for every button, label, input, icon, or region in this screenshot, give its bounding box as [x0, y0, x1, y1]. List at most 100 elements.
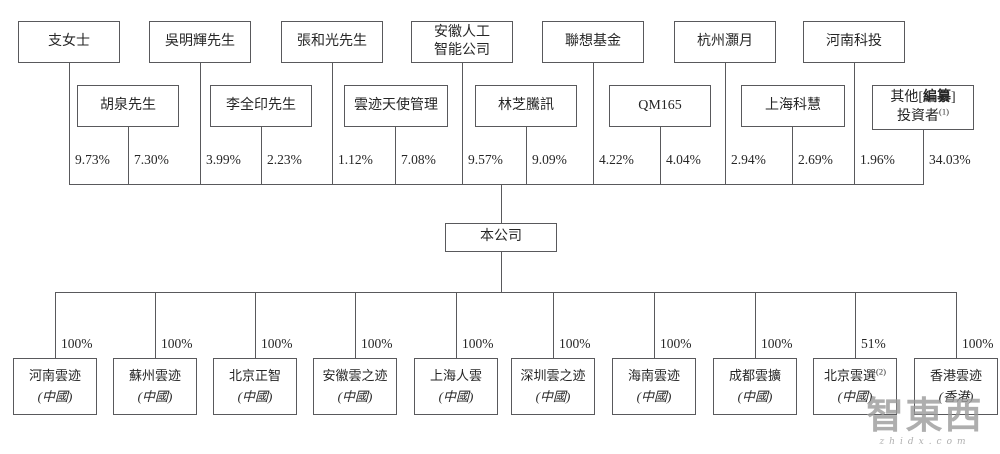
ownership-percent: 9.73% [75, 152, 110, 167]
connector-line [462, 63, 463, 184]
ownership-percent: 34.03% [929, 152, 971, 167]
connector-line [660, 127, 661, 184]
shareholder-name: 吳明輝先生 [165, 33, 235, 49]
shareholder-name: 上海科慧 [765, 97, 821, 113]
connector-line [395, 127, 396, 184]
subsidiary-name: 海南雲迹 [627, 368, 680, 384]
subsidiary-name: 蘇州雲迹 [128, 368, 181, 384]
subsidiary-name: 河南雲迹 [28, 368, 81, 384]
subsidiary-region: (香港) [938, 388, 974, 404]
ownership-percent: 100% [761, 336, 793, 351]
connector-line [55, 292, 56, 358]
ownership-percent: 100% [962, 336, 994, 351]
ownership-percent: 7.08% [401, 152, 436, 167]
subsidiary-box: 成都雲擴 (中國) [713, 358, 797, 415]
subsidiary-box: 深圳雲之迹 (中國) [511, 358, 595, 415]
subsidiary-box: 香港雲迹 (香港) [914, 358, 998, 415]
shareholder-box: 吳明輝先生 [149, 21, 251, 63]
subsidiary-region: (中國) [535, 388, 571, 404]
shareholder-box: 聯想基金 [542, 21, 644, 63]
subsidiary-name: 北京正智 [228, 368, 281, 384]
ownership-percent: 3.99% [206, 152, 241, 167]
connector-line [956, 292, 957, 358]
subsidiary-region: (中國) [438, 388, 474, 404]
ownership-percent: 100% [261, 336, 293, 351]
ownership-percent: 4.22% [599, 152, 634, 167]
shareholder-box: 其他[編纂] 投資者(1) [872, 85, 974, 130]
ownership-percent: 100% [660, 336, 692, 351]
subsidiary-box: 北京雲選(2) (中國) [813, 358, 897, 415]
subsidiary-box: 安徽雲之迹 (中國) [313, 358, 397, 415]
ownership-percent: 100% [61, 336, 93, 351]
subsidiary-region: (中國) [237, 388, 273, 404]
shareholder-box: 雲迹天使管理 [344, 85, 448, 127]
company-box: 本公司 [445, 223, 557, 252]
shareholder-name: QM165 [638, 97, 682, 113]
shareholder-name: 其他[編纂] 投資者(1) [890, 90, 956, 124]
subsidiary-name: 安徽雲之迹 [322, 368, 388, 384]
subsidiary-box: 北京正智 (中國) [213, 358, 297, 415]
connector-line [69, 63, 70, 184]
shareholder-name: 安徽人工 智能公司 [434, 24, 490, 58]
ownership-percent: 1.12% [338, 152, 373, 167]
connector-line [456, 292, 457, 358]
ownership-percent: 9.57% [468, 152, 503, 167]
shareholder-name: 李全印先生 [226, 97, 296, 113]
subsidiary-box: 海南雲迹 (中國) [612, 358, 696, 415]
subsidiary-box: 上海人雲 (中國) [414, 358, 498, 415]
ownership-percent: 2.69% [798, 152, 833, 167]
connector-line [855, 292, 856, 358]
connector-line [255, 292, 256, 358]
subsidiary-name: 深圳雲之迹 [520, 368, 586, 384]
subsidiary-region: (中國) [137, 388, 173, 404]
connector-line [923, 127, 924, 184]
connector-line [332, 63, 333, 184]
connector-line [654, 292, 655, 358]
shareholder-box: 安徽人工 智能公司 [411, 21, 513, 63]
shareholder-box: 張和光先生 [281, 21, 383, 63]
ownership-percent: 100% [462, 336, 494, 351]
connector-line [69, 184, 924, 185]
subsidiary-name: 上海人雲 [429, 368, 482, 384]
subsidiary-name: 成都雲擴 [728, 368, 781, 384]
subsidiary-box: 蘇州雲迹 (中國) [113, 358, 197, 415]
connector-line [501, 184, 502, 223]
ownership-percent: 2.23% [267, 152, 302, 167]
subsidiary-region: (中國) [737, 388, 773, 404]
ownership-percent: 51% [861, 336, 886, 351]
subsidiary-name: 香港雲迹 [929, 368, 982, 384]
connector-line [593, 63, 594, 184]
shareholder-name: 聯想基金 [565, 33, 621, 49]
company-name: 本公司 [480, 229, 522, 245]
shareholder-name: 胡泉先生 [100, 97, 156, 113]
connector-line [261, 127, 262, 184]
connector-line [553, 292, 554, 358]
connector-line [355, 292, 356, 358]
connector-line [128, 127, 129, 184]
connector-line [755, 292, 756, 358]
shareholder-box: QM165 [609, 85, 711, 127]
connector-line [854, 63, 855, 184]
subsidiary-box: 河南雲迹 (中國) [13, 358, 97, 415]
subsidiary-region: (中國) [37, 388, 73, 404]
subsidiary-region: (中國) [837, 388, 873, 404]
connector-line [55, 292, 957, 293]
connector-line [200, 63, 201, 184]
footnote-marker: (2) [876, 367, 886, 378]
shareholder-name: 杭州灝月 [697, 33, 753, 49]
shareholder-box: 支女士 [18, 21, 120, 63]
watermark-url: zhidx.com [879, 436, 971, 447]
shareholder-box: 林芝騰訊 [475, 85, 577, 127]
subsidiary-region: (中國) [636, 388, 672, 404]
subsidiary-region: (中國) [337, 388, 373, 404]
ownership-percent: 4.04% [666, 152, 701, 167]
footnote-marker: (1) [939, 105, 949, 116]
ownership-percent: 100% [559, 336, 591, 351]
ownership-percent: 100% [161, 336, 193, 351]
shareholder-name: 林芝騰訊 [498, 97, 554, 113]
connector-line [155, 292, 156, 358]
connector-line [792, 127, 793, 184]
ownership-percent: 2.94% [731, 152, 766, 167]
subsidiary-name: 北京雲選(2) [824, 367, 886, 384]
